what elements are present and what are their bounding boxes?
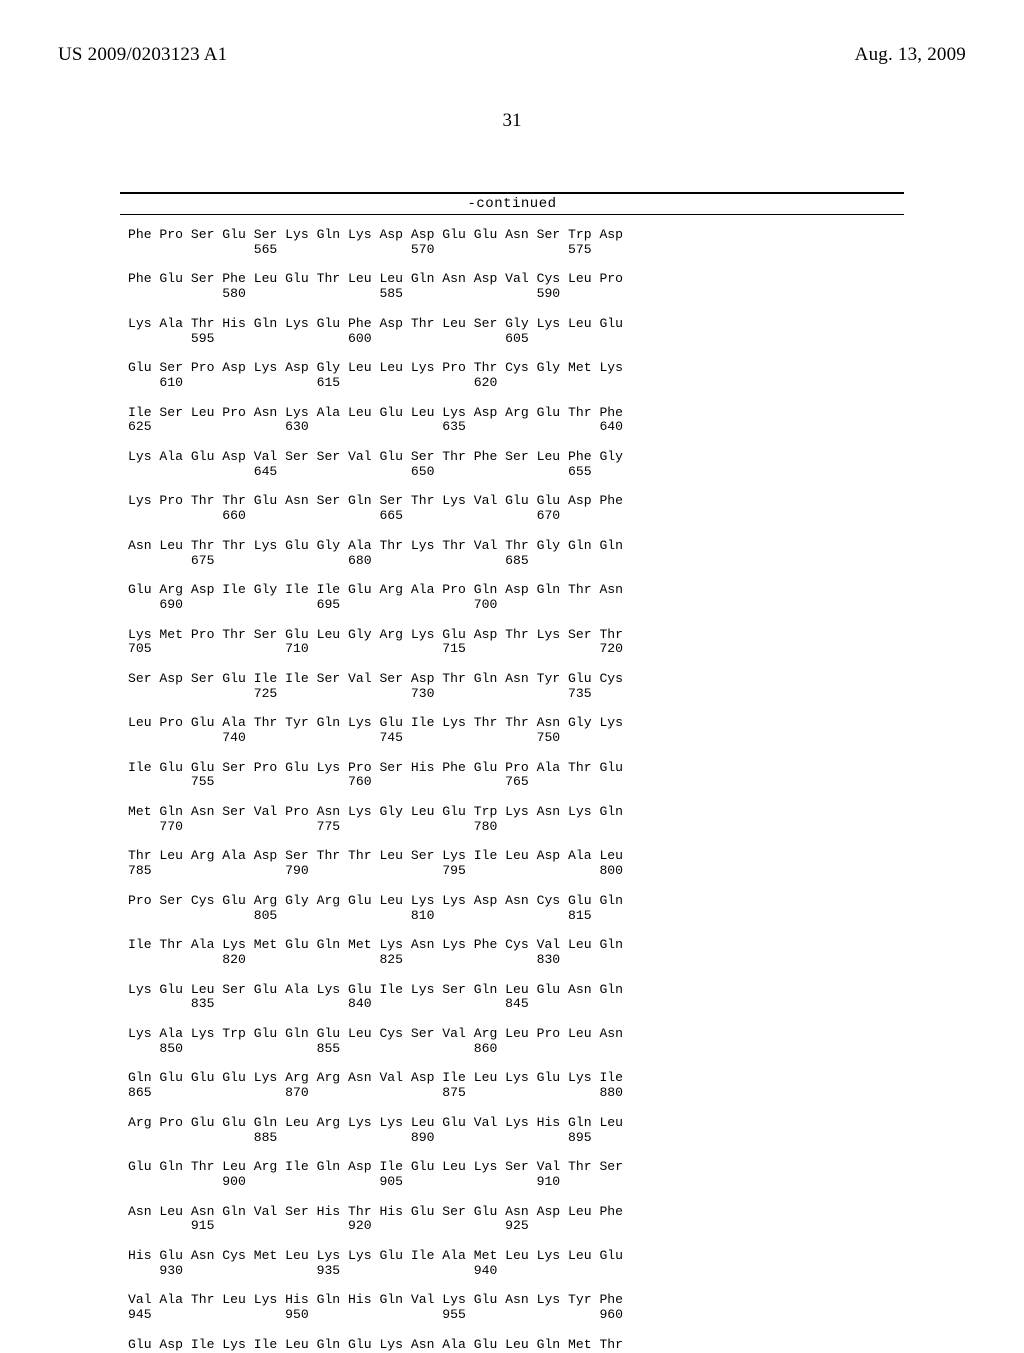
publication-date: Aug. 13, 2009 — [855, 44, 966, 66]
page-header: US 2009/0203123 A1 Aug. 13, 2009 31 — [0, 44, 1024, 132]
rule-thin-wrap — [120, 214, 904, 215]
sequence-listing: Phe Pro Ser Glu Ser Lys Gln Lys Asp Asp … — [128, 228, 623, 1353]
rule-top — [120, 192, 904, 194]
page-number: 31 — [58, 110, 966, 132]
header-row: US 2009/0203123 A1 Aug. 13, 2009 — [58, 44, 966, 66]
rule-thin — [120, 214, 904, 215]
continued-section: -continued — [120, 192, 904, 212]
publication-number: US 2009/0203123 A1 — [58, 44, 227, 66]
page: US 2009/0203123 A1 Aug. 13, 2009 31 -con… — [0, 0, 1024, 1320]
continued-label: -continued — [120, 196, 904, 212]
